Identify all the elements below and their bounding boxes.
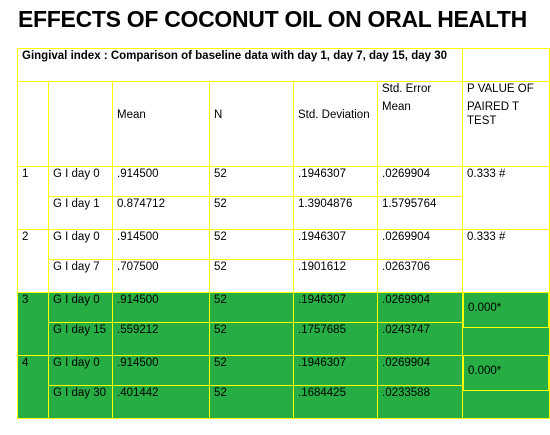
- header-p-value: P VALUE OF PAIRED T TEST: [462, 81, 550, 167]
- header-p-value-line1: P VALUE OF: [467, 83, 534, 95]
- mean-cell: .914500: [112, 229, 210, 260]
- mean-cell: .559212: [112, 322, 210, 356]
- n-cell: 52: [209, 259, 294, 293]
- n-cell: 52: [209, 355, 294, 386]
- std-dev-cell: .1946307: [293, 292, 378, 323]
- p-value-cell: 0.333 #: [462, 166, 550, 230]
- std-err-cell: .0233588: [376, 385, 464, 419]
- p-value-cell: 0.333 #: [462, 229, 550, 293]
- mean-cell: .914500: [112, 292, 210, 323]
- std-dev-cell: .1757685: [293, 322, 378, 356]
- header-std-dev: Std. Deviation: [293, 81, 378, 167]
- header-empty-label: [48, 81, 113, 167]
- table-row: G I day 15.559212 52.1757685.0243747: [18, 322, 550, 356]
- std-err-cell: .0269904: [376, 166, 464, 197]
- header-std-err: Std. Error Mean: [376, 81, 464, 167]
- n-cell: 52: [209, 166, 294, 197]
- row-label: G I day 1: [48, 196, 113, 230]
- header-std-err-line1: Std. Error: [382, 83, 432, 95]
- std-err-cell: .0269904: [376, 355, 464, 386]
- table-caption-row: Gingival index : Comparison of baseline …: [16, 48, 550, 82]
- std-dev-cell: .1684425: [293, 385, 378, 419]
- std-dev-cell: 1.3904876: [293, 196, 378, 230]
- table-row: G I day 1 0.874712 52 1.3904876 1.5795764: [18, 196, 550, 230]
- row-label: G I day 0: [48, 166, 113, 197]
- row-label: G I day 0: [48, 292, 113, 323]
- std-dev-cell: .1946307: [293, 229, 378, 260]
- row-label: G I day 30: [48, 385, 113, 419]
- std-dev-cell: .1901612: [293, 259, 378, 293]
- mean-cell: .914500: [112, 166, 210, 197]
- p-value: 0.000*: [463, 292, 550, 328]
- header-std-err-line2: Mean: [382, 101, 411, 113]
- n-cell: 52: [209, 322, 294, 356]
- std-dev-cell: .1946307: [293, 355, 378, 386]
- header-n: N: [209, 81, 294, 167]
- p-value: 0.000*: [463, 355, 550, 391]
- mean-cell: .914500: [112, 355, 210, 386]
- page-title: EFFECTS OF COCONUT OIL ON ORAL HEALTH: [18, 6, 527, 32]
- std-err-cell: 1.5795764: [376, 196, 464, 230]
- p-value-cell: 0.000*: [462, 292, 550, 356]
- column-header-row: Mean N Std. Deviation Std. Error Mean P …: [17, 81, 550, 167]
- header-p-value-line2: PAIRED T TEST: [467, 101, 519, 127]
- caption-empty-cell: [462, 48, 550, 82]
- std-dev-cell: .1946307: [293, 166, 378, 197]
- gingival-index-table: Gingival index : Comparison of baseline …: [16, 48, 550, 419]
- n-cell: 52: [209, 385, 294, 419]
- group-number: 1: [17, 166, 49, 230]
- n-cell: 52: [209, 229, 294, 260]
- group-number: 3: [17, 292, 49, 356]
- p-value-cell: 0.000*: [462, 355, 550, 419]
- table-caption: Gingival index : Comparison of baseline …: [16, 48, 464, 82]
- table-row: G I day 30.401442 52.1684425.0233588: [18, 385, 550, 419]
- row-label: G I day 0: [48, 355, 113, 386]
- std-err-cell: .0243747: [376, 322, 464, 356]
- group-number: 2: [17, 229, 49, 293]
- n-cell: 52: [209, 196, 294, 230]
- mean-cell: 0.874712: [112, 196, 210, 230]
- mean-cell: .707500: [112, 259, 210, 293]
- mean-cell: .401442: [112, 385, 210, 419]
- header-empty-id: [17, 81, 49, 167]
- group-number: 4: [17, 355, 49, 419]
- std-err-cell: .0263706: [376, 259, 464, 293]
- header-mean: Mean: [112, 81, 210, 167]
- row-label: G I day 15: [48, 322, 113, 356]
- n-cell: 52: [209, 292, 294, 323]
- std-err-cell: .0269904: [376, 229, 464, 260]
- row-label: G I day 7: [48, 259, 113, 293]
- table-row: G I day 7.707500 52.1901612.0263706: [18, 259, 550, 293]
- std-err-cell: .0269904: [376, 292, 464, 323]
- row-label: G I day 0: [48, 229, 113, 260]
